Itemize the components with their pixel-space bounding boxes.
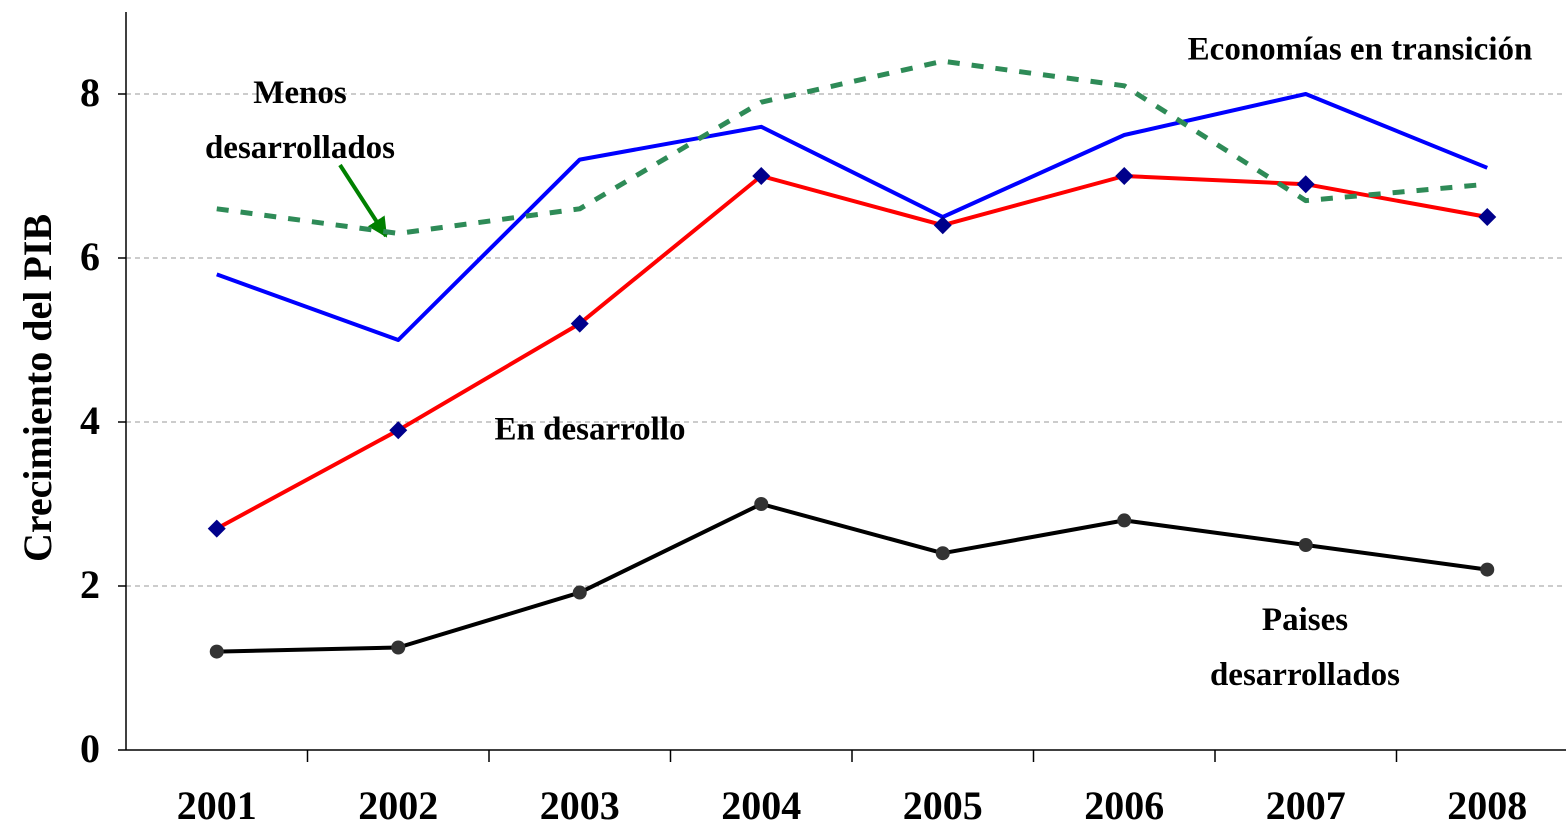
data-point (752, 167, 771, 185)
x-tick-label: 2008 (1447, 783, 1527, 828)
annotation-arrow (338, 163, 388, 238)
y-tick-label: 2 (80, 562, 100, 607)
data-point (209, 644, 224, 659)
data-point (935, 546, 950, 561)
x-tick-label: 2001 (177, 783, 257, 828)
line (216, 92, 1489, 342)
data-point (754, 497, 769, 511)
line (216, 58, 1488, 236)
y-tick-label: 0 (80, 726, 100, 771)
series-label-line: desarrollados (205, 130, 395, 166)
data-point (391, 640, 406, 655)
data-point (1480, 562, 1495, 577)
data-point (933, 216, 952, 235)
data-point (1296, 175, 1315, 194)
line (216, 502, 1488, 654)
x-tick-label: 2005 (903, 783, 983, 828)
x-tick-label: 2004 (721, 783, 801, 828)
y-tick-label: 4 (80, 398, 100, 443)
y-tick-label: 6 (80, 234, 100, 279)
data-point (570, 314, 589, 333)
series-label: Economías en transición (1188, 32, 1533, 68)
series-label: En desarrollo (495, 412, 686, 448)
x-tick-label: 2002 (358, 783, 438, 828)
x-tick-label: 2007 (1266, 783, 1346, 828)
series-label-line: desarrollados (1210, 657, 1400, 693)
series-label: Paises desarrollados (1210, 602, 1400, 693)
data-point (1298, 538, 1313, 552)
line (215, 174, 1488, 531)
data-point (572, 585, 587, 600)
data-point (1117, 513, 1132, 528)
series-label-line: Menos (253, 75, 347, 111)
x-tick-label: 2006 (1084, 783, 1164, 828)
data-point (1115, 167, 1134, 185)
series-label-line: Paises (1262, 602, 1348, 638)
x-tick-label: 2003 (540, 783, 620, 828)
data-point (207, 519, 226, 538)
y-axis-label: Crecimiento del PIB (15, 214, 60, 562)
data-point (1478, 208, 1497, 226)
y-tick-label: 8 (80, 70, 100, 115)
series-label: Menos desarrollados (205, 75, 395, 166)
data-point (389, 421, 408, 440)
